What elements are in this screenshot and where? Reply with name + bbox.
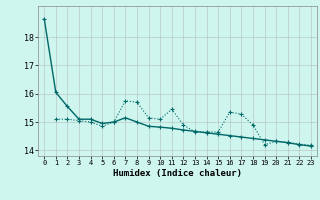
X-axis label: Humidex (Indice chaleur): Humidex (Indice chaleur) — [113, 169, 242, 178]
